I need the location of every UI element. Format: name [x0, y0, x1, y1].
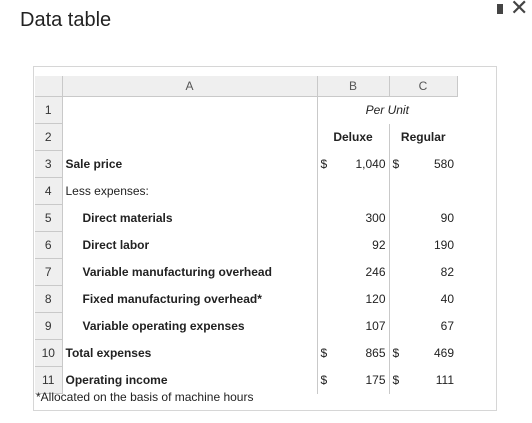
- regular-currency: [389, 178, 413, 205]
- row-label: Operating income: [62, 366, 318, 394]
- column-header-a: A: [62, 76, 318, 97]
- row-number: 8: [35, 285, 63, 313]
- table-row: 3 Sale price $1,040 $580: [35, 150, 457, 178]
- regular-value: 580: [433, 157, 454, 171]
- regular-value: 67: [440, 319, 454, 333]
- regular-value: [413, 178, 457, 205]
- deluxe-value: 120: [347, 285, 390, 313]
- deluxe-value: [347, 177, 390, 205]
- row-number: 10: [35, 339, 63, 367]
- regular-currency: [389, 286, 413, 313]
- cell-a: [62, 96, 318, 124]
- row-number: 7: [35, 258, 63, 286]
- table-row: 5 Direct materials 300 90: [35, 204, 457, 232]
- regular-value: 469: [433, 346, 454, 360]
- close-icon[interactable]: ✕: [510, 0, 529, 20]
- regular-currency: $: [392, 157, 400, 171]
- deluxe-value: 246: [347, 258, 390, 286]
- deluxe-value: 107: [347, 312, 390, 340]
- row-label: Direct labor: [62, 231, 318, 259]
- data-table-frame: A B C 1 Per Unit 2 Deluxe Regular 3 Sale …: [33, 66, 497, 411]
- row-number: 1: [35, 96, 63, 124]
- table-row: 6 Direct labor 92 190: [35, 231, 457, 259]
- regular-value: 82: [440, 265, 454, 279]
- table-row: 11 Operating income $175 $111: [35, 366, 457, 394]
- deluxe-currency: [317, 232, 347, 259]
- regular-value: 190: [433, 238, 454, 252]
- row-label: Variable operating expenses: [62, 312, 318, 340]
- table-row: 8 Fixed manufacturing overhead* 120 40: [35, 285, 457, 313]
- column-header-c: C: [389, 76, 458, 97]
- row-label: Total expenses: [62, 339, 318, 367]
- regular-header: Regular: [400, 130, 446, 144]
- row-number: 6: [35, 231, 63, 259]
- deluxe-currency: [317, 259, 347, 286]
- table-row: 7 Variable manufacturing overhead 246 82: [35, 258, 457, 286]
- table-row: 10 Total expenses $865 $469: [35, 339, 457, 367]
- table-row: 2 Deluxe Regular: [35, 123, 457, 151]
- regular-currency: [389, 259, 413, 286]
- row-number: 11: [35, 366, 63, 394]
- deluxe-value: 92: [347, 231, 390, 259]
- deluxe-header: Deluxe: [317, 123, 390, 151]
- per-unit-header: Per Unit: [365, 103, 409, 118]
- window-controls: ✕: [494, 0, 529, 20]
- row-label: Variable manufacturing overhead: [62, 258, 318, 286]
- regular-value: 40: [440, 292, 454, 306]
- row-number: 5: [35, 204, 63, 232]
- corner-cell: [35, 76, 63, 97]
- deluxe-value: 865: [347, 339, 390, 367]
- column-header-b: B: [317, 76, 390, 97]
- regular-currency: $: [392, 346, 400, 360]
- row-number: 3: [35, 150, 63, 178]
- row-number: 9: [35, 312, 63, 340]
- spreadsheet-table: A B C 1 Per Unit 2 Deluxe Regular 3 Sale …: [35, 76, 458, 394]
- cell-a: [62, 123, 318, 151]
- deluxe-currency: $: [320, 373, 328, 387]
- row-label: Direct materials: [62, 204, 318, 232]
- deluxe-value: 300: [347, 204, 390, 232]
- table-row: 9 Variable operating expenses 107 67: [35, 312, 457, 340]
- deluxe-currency: [317, 178, 347, 205]
- row-label: Sale price: [62, 150, 318, 178]
- regular-currency: $: [392, 373, 400, 387]
- row-number: 2: [35, 123, 63, 151]
- row-label: Fixed manufacturing overhead*: [62, 285, 318, 313]
- column-header-row: A B C: [35, 76, 458, 97]
- regular-currency: [389, 232, 413, 259]
- regular-currency: [389, 313, 413, 340]
- row-number: 4: [35, 177, 63, 205]
- row-label: Less expenses:: [62, 177, 318, 205]
- table-row: 4 Less expenses:: [35, 177, 457, 205]
- minimize-icon[interactable]: [497, 4, 503, 14]
- footnote: *Allocated on the basis of machine hours: [36, 390, 254, 404]
- deluxe-currency: [317, 286, 347, 313]
- deluxe-currency: [317, 313, 347, 340]
- deluxe-currency: [317, 205, 347, 232]
- regular-value: 90: [440, 211, 454, 225]
- deluxe-currency: $: [320, 346, 328, 360]
- deluxe-value: 1,040: [347, 150, 390, 178]
- deluxe-currency: $: [320, 157, 328, 171]
- regular-value: 111: [435, 373, 454, 387]
- deluxe-value: 175: [347, 366, 390, 394]
- table-row: 1 Per Unit: [35, 96, 457, 124]
- regular-currency: [389, 205, 413, 232]
- dialog-title: Data table: [20, 9, 112, 31]
